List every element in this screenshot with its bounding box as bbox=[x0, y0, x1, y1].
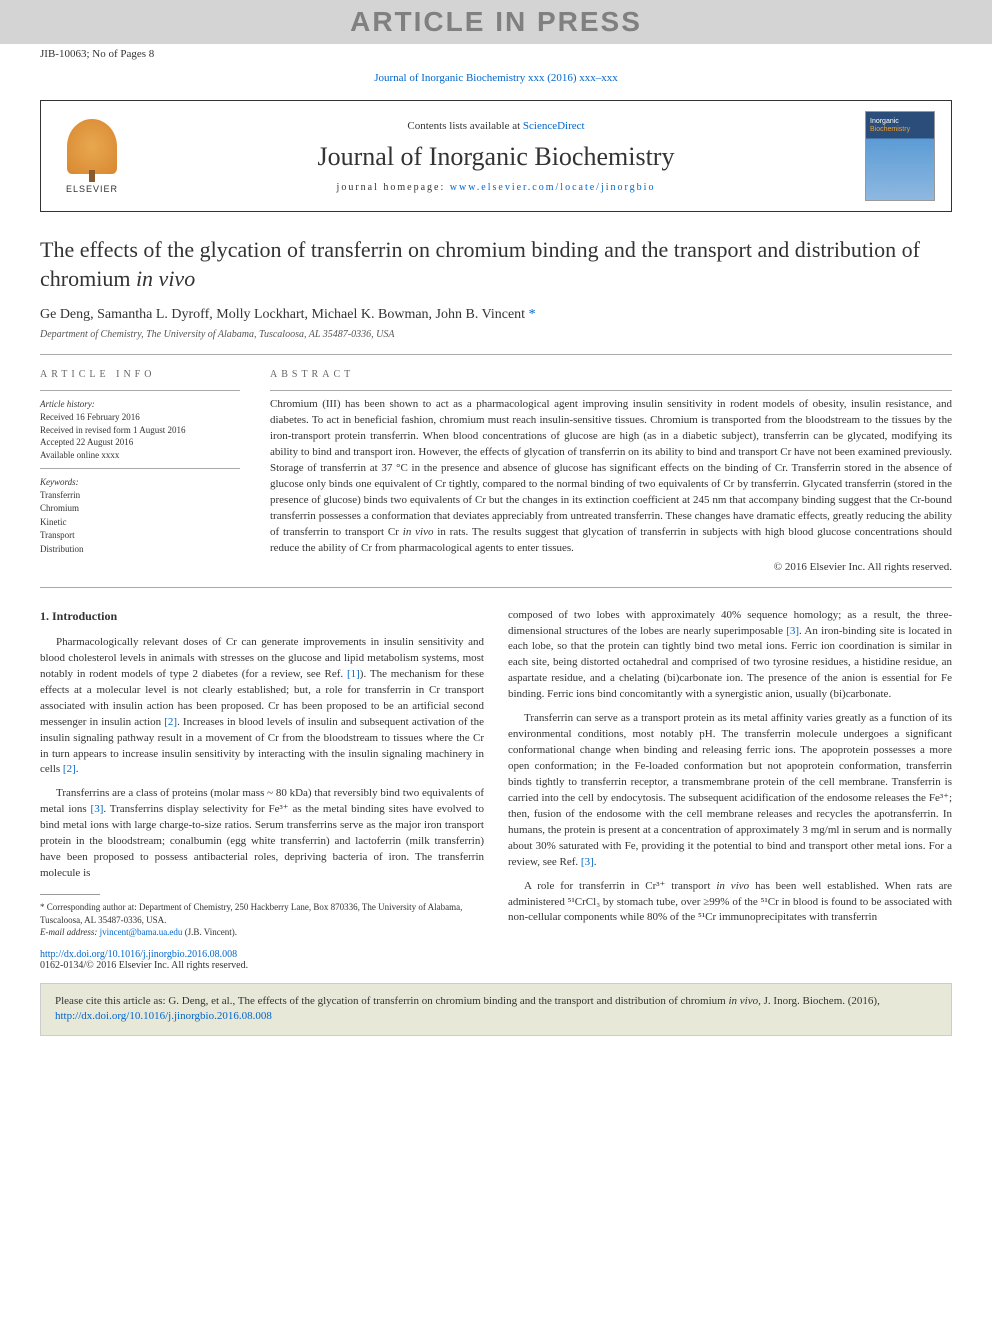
keyword: Kinetic bbox=[40, 516, 240, 530]
keyword: Distribution bbox=[40, 543, 240, 557]
in-press-banner: ARTICLE IN PRESS bbox=[0, 0, 992, 44]
elsevier-label: ELSEVIER bbox=[66, 184, 118, 194]
keyword: Chromium bbox=[40, 502, 240, 516]
abstract-copyright: © 2016 Elsevier Inc. All rights reserved… bbox=[270, 561, 952, 573]
abstract-italic: in vivo bbox=[403, 526, 434, 538]
article-id: JIB-10063; No of Pages 8 bbox=[0, 44, 992, 64]
keywords-label: Keywords: bbox=[40, 477, 240, 487]
ref-3c-link[interactable]: [3] bbox=[581, 856, 594, 868]
footer-links: http://dx.doi.org/10.1016/j.jinorgbio.20… bbox=[40, 949, 952, 971]
history-line: Received in revised form 1 August 2016 bbox=[40, 424, 240, 437]
p5-a: A role for transferrin in Cr³⁺ transport bbox=[524, 880, 716, 892]
section-1-heading: 1. Introduction bbox=[40, 608, 484, 625]
ref-1-link[interactable]: [1] bbox=[347, 668, 360, 680]
para-4: Transferrin can serve as a transport pro… bbox=[508, 711, 952, 870]
issn-copyright: 0162-0134/© 2016 Elsevier Inc. All right… bbox=[40, 960, 248, 971]
journal-ref-top: Journal of Inorganic Biochemistry xxx (2… bbox=[0, 64, 992, 92]
contents-pre: Contents lists available at bbox=[407, 120, 522, 132]
keywords-block: Keywords: Transferrin Chromium Kinetic T… bbox=[40, 477, 240, 557]
homepage-link[interactable]: www.elsevier.com/locate/jinorgbio bbox=[450, 182, 656, 193]
corresponding-star[interactable]: * bbox=[525, 307, 536, 322]
history-line: Available online xxxx bbox=[40, 449, 240, 462]
abstract-pre: Chromium (III) has been shown to act as … bbox=[270, 398, 952, 538]
ref-2b-link[interactable]: [2] bbox=[63, 763, 76, 775]
corresponding-footnote: * Corresponding author at: Department of… bbox=[40, 901, 484, 926]
article-info-block: article info Article history: Received 1… bbox=[40, 369, 240, 572]
column-left: 1. Introduction Pharmacologically releva… bbox=[40, 608, 484, 939]
citation-box: Please cite this article as: G. Deng, et… bbox=[40, 983, 952, 1036]
p1-d: . bbox=[76, 763, 79, 775]
footnote-separator bbox=[40, 894, 100, 895]
ref-2-link[interactable]: [2] bbox=[164, 716, 177, 728]
history-line: Received 16 February 2016 bbox=[40, 411, 240, 424]
column-right: composed of two lobes with approximately… bbox=[508, 608, 952, 939]
cite-doi-link[interactable]: http://dx.doi.org/10.1016/j.jinorgbio.20… bbox=[55, 1010, 272, 1022]
info-hr-3 bbox=[270, 390, 952, 391]
p2-b: . Transferrins display selectivity for F… bbox=[40, 803, 484, 879]
abstract-text: Chromium (III) has been shown to act as … bbox=[270, 397, 952, 556]
title-italic: in vivo bbox=[136, 266, 195, 291]
email-footnote: E-mail address: jvincent@bama.ua.edu (J.… bbox=[40, 926, 484, 939]
journal-header-box: ELSEVIER Contents lists available at Sci… bbox=[40, 100, 952, 212]
cite-pre: Please cite this article as: G. Deng, et… bbox=[55, 995, 728, 1007]
cover-line1: Inorganic bbox=[870, 118, 899, 125]
author-list: Ge Deng, Samantha L. Dyroff, Molly Lockh… bbox=[40, 307, 952, 323]
affiliation: Department of Chemistry, The University … bbox=[40, 329, 952, 340]
p4-a: Transferrin can serve as a transport pro… bbox=[508, 712, 952, 867]
abstract-block: abstract Chromium (III) has been shown t… bbox=[270, 369, 952, 572]
cover-text: Inorganic Biochemistry bbox=[870, 118, 910, 133]
keyword: Transferrin bbox=[40, 489, 240, 503]
para-1: Pharmacologically relevant doses of Cr c… bbox=[40, 635, 484, 778]
cite-italic: in vivo bbox=[728, 995, 758, 1007]
abstract-header: abstract bbox=[270, 369, 952, 380]
body-columns: 1. Introduction Pharmacologically releva… bbox=[40, 608, 952, 939]
header-center: Contents lists available at ScienceDirec… bbox=[127, 120, 865, 193]
info-abstract-row: article info Article history: Received 1… bbox=[40, 369, 952, 572]
keyword: Transport bbox=[40, 529, 240, 543]
authors-text: Ge Deng, Samantha L. Dyroff, Molly Lockh… bbox=[40, 307, 525, 322]
email-label: E-mail address: bbox=[40, 927, 100, 937]
p5-italic: in vivo bbox=[716, 880, 749, 892]
divider-bottom bbox=[40, 587, 952, 588]
article-title: The effects of the glycation of transfer… bbox=[40, 236, 952, 293]
ref-3-link[interactable]: [3] bbox=[91, 803, 104, 815]
history-line: Accepted 22 August 2016 bbox=[40, 436, 240, 449]
p4-b: . bbox=[594, 856, 597, 868]
divider-top bbox=[40, 354, 952, 355]
cite-mid: , J. Inorg. Biochem. (2016), bbox=[758, 995, 880, 1007]
email-link[interactable]: jvincent@bama.ua.edu bbox=[100, 927, 183, 937]
journal-cover-thumb: Inorganic Biochemistry bbox=[865, 111, 935, 201]
para-2: Transferrins are a class of proteins (mo… bbox=[40, 786, 484, 882]
journal-ref-link[interactable]: Journal of Inorganic Biochemistry xxx (2… bbox=[374, 72, 618, 84]
homepage-pre: journal homepage: bbox=[337, 182, 450, 193]
homepage-line: journal homepage: www.elsevier.com/locat… bbox=[127, 182, 865, 193]
para-3: composed of two lobes with approximately… bbox=[508, 608, 952, 704]
info-hr-1 bbox=[40, 390, 240, 391]
elsevier-logo: ELSEVIER bbox=[57, 116, 127, 196]
history-label: Article history: bbox=[40, 399, 240, 409]
para-5: A role for transferrin in Cr³⁺ transport… bbox=[508, 879, 952, 927]
contents-line: Contents lists available at ScienceDirec… bbox=[127, 120, 865, 132]
sciencedirect-link[interactable]: ScienceDirect bbox=[523, 120, 585, 132]
ref-3b-link[interactable]: [3] bbox=[786, 625, 799, 637]
journal-title: Journal of Inorganic Biochemistry bbox=[127, 142, 865, 172]
elsevier-tree-icon bbox=[67, 119, 117, 174]
info-hr-2 bbox=[40, 468, 240, 469]
cover-line2: Biochemistry bbox=[870, 126, 910, 133]
doi-link[interactable]: http://dx.doi.org/10.1016/j.jinorgbio.20… bbox=[40, 949, 237, 960]
article-info-header: article info bbox=[40, 369, 240, 380]
email-post: (J.B. Vincent). bbox=[182, 927, 237, 937]
